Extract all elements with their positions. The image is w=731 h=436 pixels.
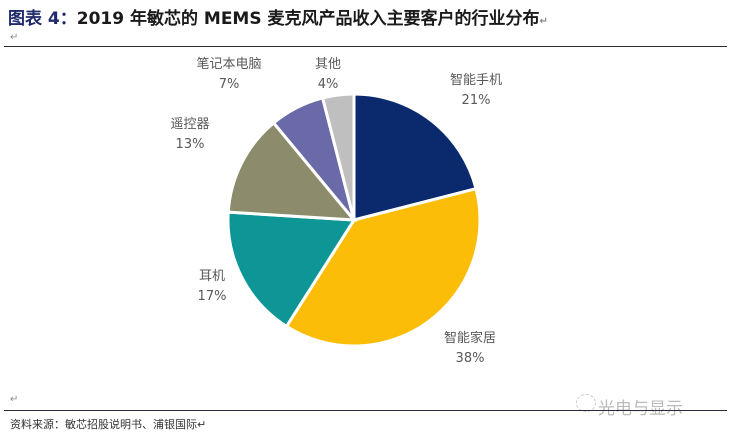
slice-label-name: 笔记本电脑 bbox=[196, 56, 261, 72]
pie-slices bbox=[226, 92, 482, 348]
slice-label-name: 智能手机 bbox=[450, 73, 502, 88]
slice-label-pct: 38% bbox=[456, 351, 485, 366]
slice-label-name: 遥控器 bbox=[170, 117, 209, 132]
title-text: 2019 年敏芯的 MEMS 麦克风产品收入主要客户的行业分布 bbox=[76, 9, 540, 29]
slice-label-pct: 7% bbox=[219, 77, 240, 92]
slice-label-name: 其他 bbox=[315, 57, 341, 72]
chart-title: 图表 4：2019 年敏芯的 MEMS 麦克风产品收入主要客户的行业分布↵ bbox=[8, 9, 548, 29]
pie-slice-1 bbox=[284, 186, 482, 348]
slice-label-pct: 21% bbox=[462, 93, 491, 108]
pie-slice-2 bbox=[226, 210, 357, 329]
pie-labels: 智能手机 21% 智能家居 38% 耳机 17% 遥控器 13% 笔记本电脑 7% 其他 4% bbox=[170, 56, 502, 366]
figure-number: 图表 4： bbox=[8, 9, 77, 29]
top-rule bbox=[4, 46, 727, 47]
slice-label-name: 耳机 bbox=[199, 269, 225, 284]
wechat-logo-icon bbox=[576, 394, 596, 412]
pie-slice-3 bbox=[226, 120, 358, 222]
slice-label-pct: 17% bbox=[198, 289, 227, 304]
pie-slice-5 bbox=[320, 92, 356, 221]
slice-label-name: 智能家居 bbox=[444, 330, 496, 346]
slice-label-pct: 13% bbox=[176, 137, 205, 152]
slice-label-pct: 4% bbox=[318, 77, 339, 92]
source-note: 资料来源：敏芯招股说明书、浦银国际↵ bbox=[10, 418, 207, 431]
watermark: 光电与显示 bbox=[598, 399, 683, 419]
paragraph-mark: ↵ bbox=[10, 394, 19, 405]
bottom-rule bbox=[4, 410, 727, 411]
paragraph-mark: ↵ bbox=[10, 32, 19, 43]
pie-slice-0 bbox=[352, 92, 478, 222]
